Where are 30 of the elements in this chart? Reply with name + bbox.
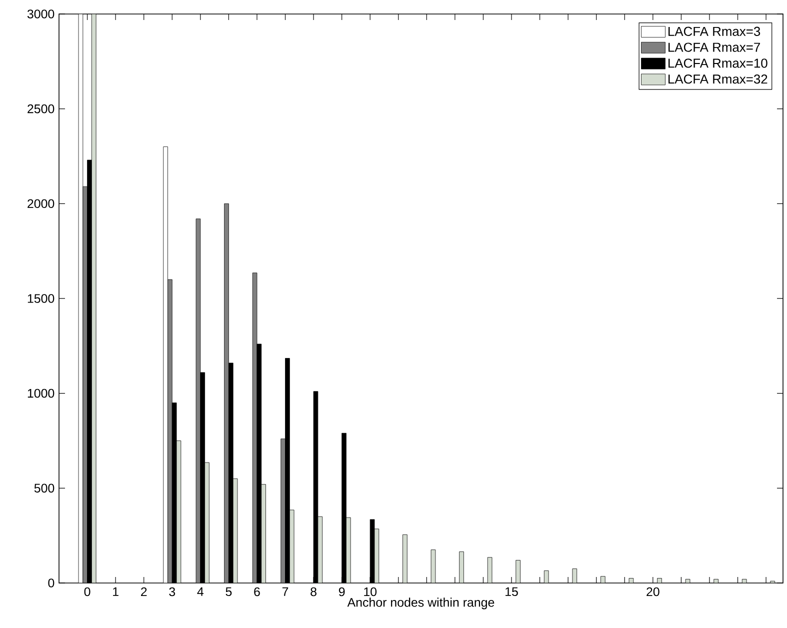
x-tick-label: 8 — [310, 587, 316, 596]
x-tick-label: 0 — [84, 587, 90, 596]
bar — [204, 462, 210, 583]
y-tick-label: 2500 — [28, 104, 54, 114]
x-tick-label: 5 — [226, 587, 232, 596]
legend-label: LACFA Rmax=3 — [668, 26, 760, 36]
y-tick-label: 2000 — [28, 199, 54, 208]
bar — [346, 517, 351, 583]
x-tick-label: 10 — [364, 587, 377, 596]
x-tick-label: 15 — [506, 587, 518, 596]
y-tick-label: 1000 — [28, 388, 54, 398]
x-tick-label: 7 — [282, 587, 288, 596]
x-tick-label: 4 — [197, 587, 204, 596]
x-tick-label: 1 — [113, 587, 118, 596]
x-tick-label: 9 — [338, 587, 345, 596]
x-tick-label: 20 — [646, 587, 660, 596]
legend-label: LACFA Rmax=7 — [668, 42, 760, 52]
x-axis-title: Anchor nodes within range — [347, 598, 494, 610]
x-tick-label: 3 — [169, 587, 176, 596]
y-tick-label: 1500 — [28, 294, 54, 303]
y-tick-label: 3000 — [27, 10, 54, 18]
legend-label: LACFA Rmax=10 — [668, 58, 768, 68]
x-tick-label: 2 — [141, 587, 147, 596]
bar — [402, 534, 408, 583]
y-tick-label: 0 — [48, 578, 54, 588]
x-tick-label: 6 — [254, 587, 260, 596]
bar — [261, 484, 266, 583]
legend-label: LACFA Rmax=32 — [668, 74, 768, 84]
y-tick-label: 500 — [34, 484, 54, 493]
bar — [318, 516, 323, 583]
